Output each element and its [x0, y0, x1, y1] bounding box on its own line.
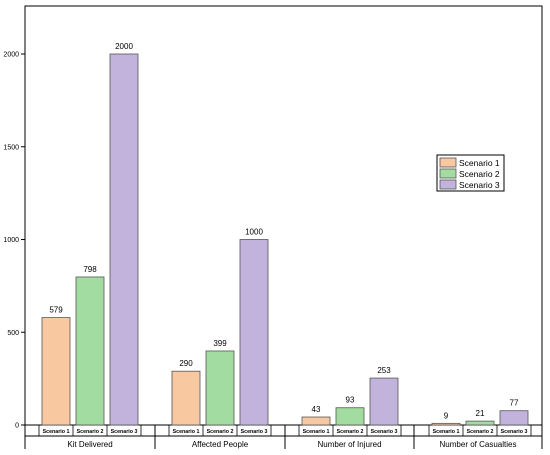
data-label: 21 — [476, 409, 485, 418]
bar — [41, 317, 71, 426]
y-tick-label: 500 — [7, 330, 19, 337]
legend-label: Scenario 3 — [459, 180, 500, 190]
data-label: 798 — [83, 265, 97, 274]
bar — [499, 410, 529, 426]
group-label: Kit Delivered — [67, 440, 112, 449]
legend-swatch — [439, 168, 457, 179]
bar — [239, 239, 269, 426]
group-label: Affected People — [192, 440, 249, 449]
bars — [41, 53, 529, 426]
category-label: Scenario 2 — [77, 429, 104, 435]
data-labels: 579 798 2000 290 399 1000 43 93 253 9 21 77 — [49, 42, 519, 420]
legend-swatch — [439, 157, 457, 168]
legend-swatch — [439, 179, 457, 190]
bar — [75, 276, 105, 426]
category-label: Scenario 3 — [241, 429, 268, 435]
bar — [171, 370, 201, 426]
legend-label: Scenario 1 — [459, 158, 500, 168]
data-label: 253 — [377, 366, 391, 375]
bar — [301, 416, 331, 426]
data-label: 399 — [213, 339, 227, 348]
category-label: Scenario 3 — [371, 429, 398, 435]
category-label: Scenario 1 — [173, 429, 200, 435]
axes: 0 500 1000 1500 2000 — [3, 5, 543, 430]
group-label: Number of Injured — [317, 440, 381, 449]
category-label: Scenario 3 — [501, 429, 528, 435]
category-label: Scenario 1 — [43, 429, 70, 435]
data-label: 290 — [179, 359, 193, 368]
y-tick-label: 2000 — [3, 52, 19, 59]
category-label: Scenario 2 — [207, 429, 234, 435]
data-label: 579 — [49, 306, 63, 315]
category-label: Scenario 1 — [433, 429, 460, 435]
bar — [369, 377, 399, 426]
y-tick-label: 0 — [15, 423, 19, 430]
data-label: 43 — [312, 405, 321, 414]
bar — [431, 422, 461, 426]
plot-frame — [24, 5, 543, 426]
category-label: Scenario 1 — [303, 429, 330, 435]
legend-label: Scenario 2 — [459, 169, 500, 179]
bar — [205, 350, 235, 426]
bar — [465, 420, 495, 426]
category-label: Scenario 3 — [111, 429, 138, 435]
y-tick-label: 1500 — [3, 144, 19, 151]
data-label: 1000 — [245, 228, 263, 237]
group-label: Number of Casualties — [440, 440, 517, 449]
data-label: 77 — [510, 399, 519, 408]
y-tick-label: 1000 — [3, 237, 19, 244]
x-axis: Kit Delivered Scenario 1 Scenario 2 Scenari… — [24, 425, 543, 449]
bar — [335, 407, 365, 426]
data-label: 93 — [346, 396, 355, 405]
category-label: Scenario 2 — [337, 429, 364, 435]
data-label: 9 — [444, 411, 449, 420]
bar — [109, 53, 139, 426]
data-label: 2000 — [115, 42, 133, 51]
category-label: Scenario 2 — [467, 429, 494, 435]
